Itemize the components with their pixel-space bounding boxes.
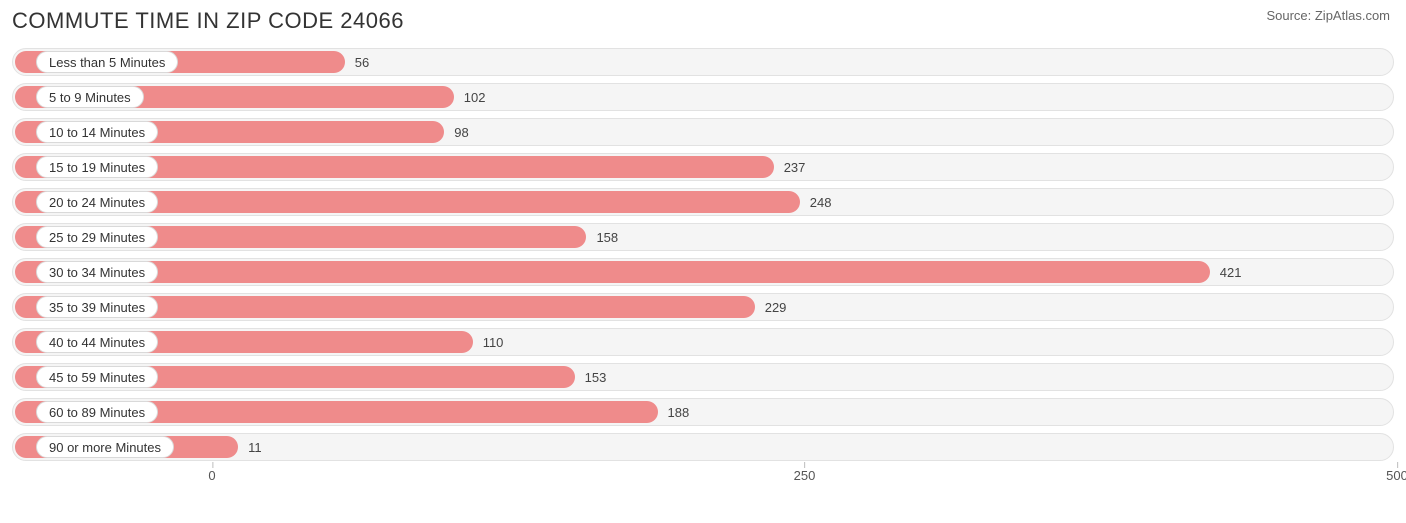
bar-value-label: 421 (1210, 258, 1242, 286)
bar-value-label: 237 (774, 153, 806, 181)
bar-row: 5 to 9 Minutes 102 (12, 83, 1394, 111)
bar-value-label: 102 (454, 83, 486, 111)
bar-row: 35 to 39 Minutes 229 (12, 293, 1394, 321)
chart-plot-area: Less than 5 Minutes 56 5 to 9 Minutes 102 10… (0, 38, 1406, 461)
bar-row: 15 to 19 Minutes 237 (12, 153, 1394, 181)
bar-row: 45 to 59 Minutes 153 (12, 363, 1394, 391)
axis-tick-label: 250 (794, 468, 816, 483)
bar-category-label: 35 to 39 Minutes (36, 296, 158, 318)
bar-category-label: 45 to 59 Minutes (36, 366, 158, 388)
bar-value-label: 11 (238, 433, 262, 461)
bar-category-label: 15 to 19 Minutes (36, 156, 158, 178)
chart-source: Source: ZipAtlas.com (1266, 8, 1390, 23)
bar-category-label: 90 or more Minutes (36, 436, 174, 458)
bar-value-label: 188 (658, 398, 690, 426)
axis-tick-label: 0 (208, 468, 215, 483)
chart-title: COMMUTE TIME IN ZIP CODE 24066 (12, 8, 404, 34)
bar-value-label: 248 (800, 188, 832, 216)
bar-category-label: 20 to 24 Minutes (36, 191, 158, 213)
bar-category-label: 25 to 29 Minutes (36, 226, 158, 248)
axis-tick: 500 (1386, 468, 1406, 483)
bar-row: 30 to 34 Minutes 421 (12, 258, 1394, 286)
bar-row: 25 to 29 Minutes 158 (12, 223, 1394, 251)
chart-x-axis: 0250500 (12, 468, 1394, 496)
bar-row: 90 or more Minutes 11 (12, 433, 1394, 461)
bar-category-label: 10 to 14 Minutes (36, 121, 158, 143)
bar-row: 40 to 44 Minutes 110 (12, 328, 1394, 356)
bar-value-label: 56 (345, 48, 369, 76)
bar-value-label: 229 (755, 293, 787, 321)
bar-category-label: 40 to 44 Minutes (36, 331, 158, 353)
bar-fill (15, 261, 1210, 283)
bar-row: 10 to 14 Minutes 98 (12, 118, 1394, 146)
bar-value-label: 158 (586, 223, 618, 251)
axis-tick-mark (804, 462, 805, 468)
bar-category-label: 30 to 34 Minutes (36, 261, 158, 283)
bar-value-label: 98 (444, 118, 468, 146)
bar-category-label: 60 to 89 Minutes (36, 401, 158, 423)
axis-tick-mark (1397, 462, 1398, 468)
bar-category-label: Less than 5 Minutes (36, 51, 178, 73)
axis-tick: 250 (794, 468, 816, 483)
bar-value-label: 110 (473, 328, 504, 356)
axis-tick-mark (212, 462, 213, 468)
bar-row: 60 to 89 Minutes 188 (12, 398, 1394, 426)
bar-value-label: 153 (575, 363, 607, 391)
bar-row: Less than 5 Minutes 56 (12, 48, 1394, 76)
bar-row: 20 to 24 Minutes 248 (12, 188, 1394, 216)
axis-tick-label: 500 (1386, 468, 1406, 483)
bar-category-label: 5 to 9 Minutes (36, 86, 144, 108)
chart-header: COMMUTE TIME IN ZIP CODE 24066 Source: Z… (0, 0, 1406, 38)
axis-tick: 0 (208, 468, 215, 483)
